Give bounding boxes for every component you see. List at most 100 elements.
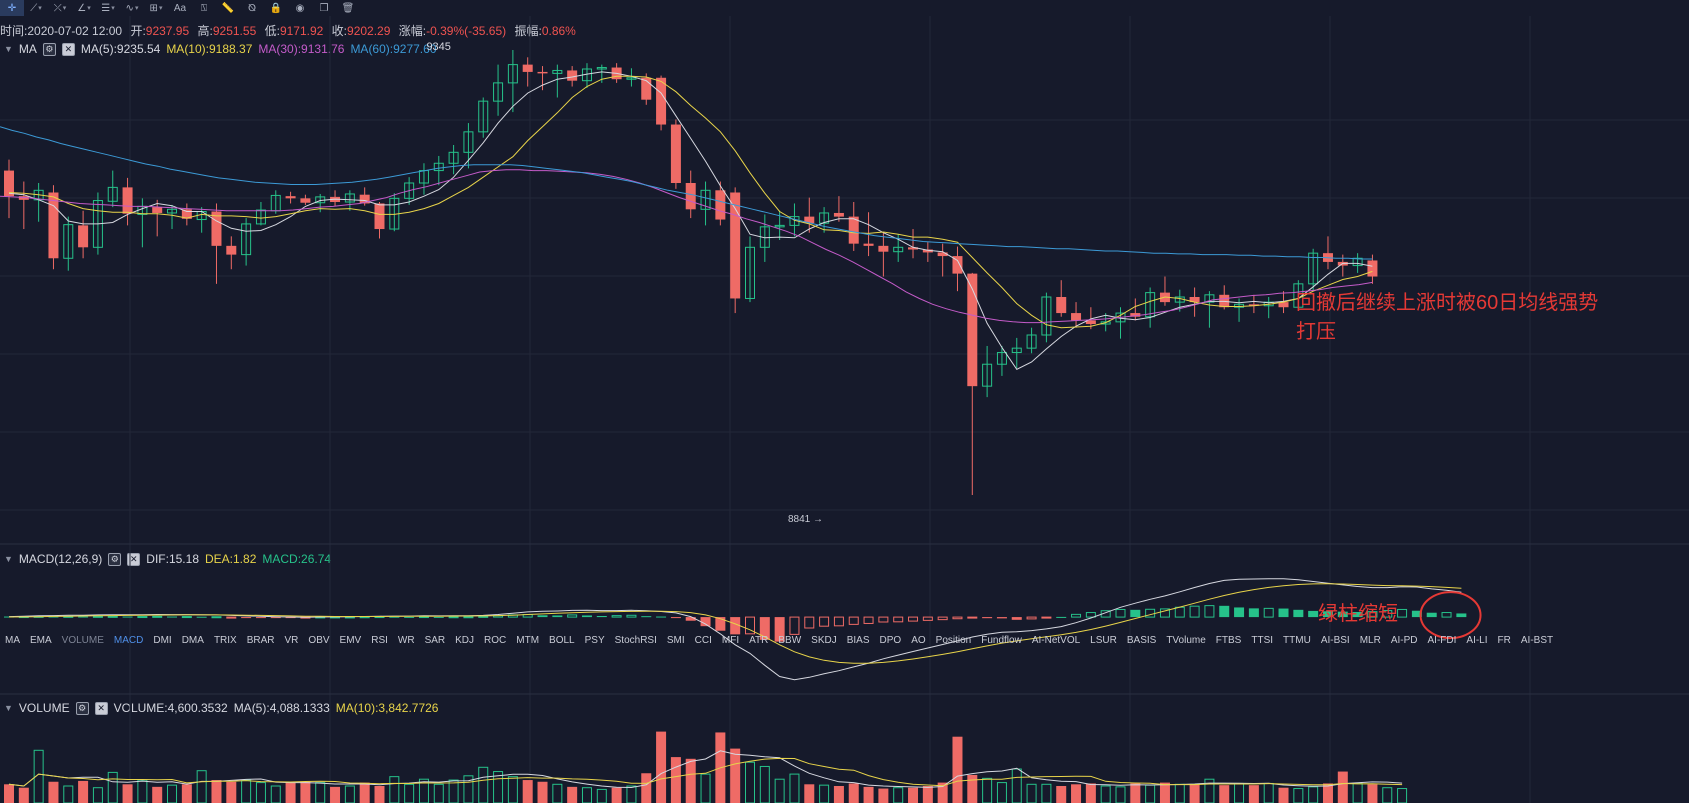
indicator-tab-vr[interactable]: VR xyxy=(284,634,299,646)
indicator-tab-ttsi[interactable]: TTSI xyxy=(1251,634,1274,646)
macd-bar xyxy=(819,616,830,627)
trend-line-icon[interactable]: ⟋ ▾ xyxy=(24,0,48,16)
multi-line-icon[interactable]: ⤫ ▾ xyxy=(48,0,72,16)
indicator-tab-ema[interactable]: EMA xyxy=(30,634,52,646)
indicator-tab-ma[interactable]: MA xyxy=(5,634,20,646)
dropdown-caret-icon[interactable]: ▾ xyxy=(62,5,67,12)
ruler-icon[interactable]: 📏 xyxy=(216,0,240,16)
indicator-tab-position[interactable]: Position xyxy=(935,634,972,646)
indicator-tab-dma[interactable]: DMA xyxy=(181,634,204,646)
macd-bar xyxy=(463,616,474,619)
indicator-tab-ai-bsi[interactable]: AI-BSI xyxy=(1320,634,1350,646)
close-icon[interactable]: ✕ xyxy=(127,552,141,566)
dropdown-caret-icon[interactable]: ▾ xyxy=(38,5,42,12)
macd-bar xyxy=(1337,611,1348,618)
indicator-tab-sar[interactable]: SAR xyxy=(424,634,446,646)
volume-bar xyxy=(641,773,652,803)
indicator-tab-ai-fdi[interactable]: AI-FDI xyxy=(1427,634,1457,646)
settings-icon[interactable]: ⚙ xyxy=(75,701,89,715)
indicator-tab-macd[interactable]: MACD xyxy=(113,634,144,646)
horizontal-lines-icon[interactable]: ☰ ▾ xyxy=(96,0,120,16)
indicator-tab-ai-bst[interactable]: AI-BST xyxy=(1520,634,1554,646)
indicator-tab-stochrsi[interactable]: StochRSI xyxy=(614,634,657,646)
macd-bar xyxy=(78,616,89,618)
macd-bar xyxy=(181,616,192,619)
settings-icon[interactable]: ⚙ xyxy=(108,552,122,566)
text-icon[interactable]: Aa xyxy=(168,0,192,16)
crosshair-icon[interactable]: ✛ xyxy=(0,0,24,16)
indicator-tab-ao[interactable]: AO xyxy=(911,634,926,646)
candle-body xyxy=(1026,334,1037,349)
indicator-tab-mfi[interactable]: MFI xyxy=(721,634,740,646)
indicator-tab-boll[interactable]: BOLL xyxy=(549,634,575,646)
macd-bar xyxy=(92,615,103,618)
indicator-tab-ai-pd[interactable]: AI-PD xyxy=(1390,634,1418,646)
dropdown-caret-icon[interactable]: ▾ xyxy=(158,5,163,12)
copy-icon[interactable]: ❐ xyxy=(312,0,336,16)
main-annotation-line-1: 回撤后继续上涨时被60日均线强势 xyxy=(1296,292,1599,314)
macd-bar xyxy=(404,616,415,618)
volume-bar xyxy=(1293,788,1304,803)
indicator-tab-roc[interactable]: ROC xyxy=(484,634,507,646)
volume-bar xyxy=(92,787,103,803)
candle-body xyxy=(908,247,919,250)
collapse-arrow-icon[interactable]: ▼ xyxy=(4,703,13,713)
volume-bar xyxy=(344,785,355,803)
macd-bar xyxy=(552,615,563,618)
indicator-tab-kdj[interactable]: KDJ xyxy=(455,634,475,646)
close-label: 收: xyxy=(331,24,348,38)
indicator-tab-brar[interactable]: BRAR xyxy=(246,634,275,646)
indicator-tab-bbw[interactable]: BBW xyxy=(778,634,802,646)
settings-icon[interactable]: ⚙ xyxy=(42,42,56,56)
indicator-tab-dmi[interactable]: DMI xyxy=(153,634,172,646)
angle-line-icon[interactable]: ∠ ▾ xyxy=(72,0,96,16)
volume-legend-name: VOLUME xyxy=(18,701,70,715)
indicator-tab-obv[interactable]: OBV xyxy=(308,634,330,646)
indicator-tab-ttmu[interactable]: TTMU xyxy=(1283,634,1311,646)
indicator-tab-emv[interactable]: EMV xyxy=(339,634,362,646)
volume-bar xyxy=(1100,785,1111,803)
indicator-tab-basis[interactable]: BASIS xyxy=(1126,634,1157,646)
measure-icon[interactable]: ⍂ xyxy=(192,0,216,16)
indicator-tab-cci[interactable]: CCI xyxy=(694,634,712,646)
indicator-tab-ftbs[interactable]: FTBS xyxy=(1215,634,1242,646)
collapse-arrow-icon[interactable]: ▼ xyxy=(4,554,13,564)
indicator-tab-trix[interactable]: TRIX xyxy=(213,634,237,646)
close-icon[interactable]: ✕ xyxy=(94,701,108,715)
indicator-tab-fr[interactable]: FR xyxy=(1497,634,1511,646)
magnet-icon[interactable]: ⦰ xyxy=(240,0,264,16)
dropdown-caret-icon[interactable]: ▾ xyxy=(87,5,91,12)
indicator-tab-rsi[interactable]: RSI xyxy=(371,634,388,646)
indicator-tab-volume[interactable]: VOLUME xyxy=(61,634,104,646)
candle-body xyxy=(1189,297,1200,303)
indicator-tab-ai-li[interactable]: AI-LI xyxy=(1466,634,1488,646)
indicator-tab-fundflow[interactable]: Fundflow xyxy=(981,634,1022,646)
indicator-tab-dpo[interactable]: DPO xyxy=(879,634,902,646)
candle-body xyxy=(181,209,192,219)
indicator-tab-mtm[interactable]: MTM xyxy=(516,634,540,646)
indicator-tab-tvolume[interactable]: TVolume xyxy=(1166,634,1206,646)
collapse-arrow-icon[interactable]: ▼ xyxy=(4,44,13,54)
dif-line xyxy=(8,578,1462,681)
indicator-tab-mlr[interactable]: MLR xyxy=(1359,634,1381,646)
indicator-tab-atr[interactable]: ATR xyxy=(749,634,769,646)
eye-icon[interactable]: ◉ xyxy=(288,0,312,16)
candle-body xyxy=(1234,303,1245,308)
indicator-tab-ai-netvol[interactable]: AI-NetVOL xyxy=(1031,634,1081,646)
indicator-tab-lsur[interactable]: LSUR xyxy=(1090,634,1117,646)
dropdown-caret-icon[interactable]: ▾ xyxy=(111,5,115,12)
indicator-tab-psy[interactable]: PSY xyxy=(584,634,605,646)
ma-legend: ▼ MA ⚙ ✕ MA(5):9235.54 MA(10):9188.37 MA… xyxy=(0,41,451,56)
indicator-tab-wr[interactable]: WR xyxy=(397,634,415,646)
dropdown-caret-icon[interactable]: ▾ xyxy=(134,5,139,12)
trash-icon[interactable]: 🗑 xyxy=(336,0,360,16)
close-icon[interactable]: ✕ xyxy=(61,42,75,56)
indicator-tab-bias[interactable]: BIAS xyxy=(846,634,870,646)
wave-icon[interactable]: ∿ ▾ xyxy=(120,0,144,16)
candle-body xyxy=(967,273,978,387)
indicator-tab-skdj[interactable]: SKDJ xyxy=(811,634,837,646)
lock-icon[interactable]: 🔒 xyxy=(264,0,288,16)
indicator-tab-smi[interactable]: SMI xyxy=(666,634,685,646)
grid-box-icon[interactable]: ⊞ ▾ xyxy=(144,0,168,16)
